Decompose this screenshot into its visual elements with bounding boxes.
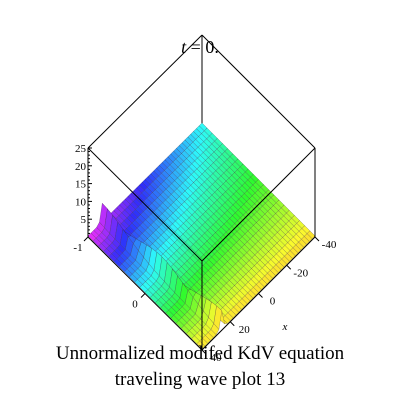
y-tick [83,236,89,242]
axis-tick-labels: 5 10 15 20 25 -40 -20 0 20 40 x -1 0 [73,143,336,364]
x-tick-label: -40 [322,239,337,251]
x-tick [201,349,207,355]
axis-ticks [83,147,320,355]
x-tick-label: 20 [239,324,251,336]
chart-title: t = 0. [181,37,219,57]
x-tick [229,321,235,327]
z-tick-label: 25 [75,143,87,155]
caption-line-2: traveling wave plot 13 [114,369,286,390]
y-tick-label: -1 [73,242,82,254]
x-tick-label: 40 [211,352,223,364]
x-tick [314,236,320,242]
z-tick-label: 20 [75,161,87,173]
z-tick-label: 10 [75,196,87,208]
surface-patch [244,292,254,302]
surface-patch [292,244,302,254]
surface-patch [250,286,259,296]
y-tick [140,293,146,298]
box-edge-top-back-right [201,34,316,149]
box-edge-top-front-left [87,147,203,262]
title-value: = 0. [186,37,219,57]
box-edge-top-front-right [201,147,316,262]
x-axis-label: x [282,321,288,333]
caption-line-1: Unnormalized modifed KdV equation [55,343,345,364]
x-tick-label: -20 [293,267,308,279]
x-tick [258,293,263,298]
x-tick [286,264,292,270]
x-tick-label: 0 [270,296,276,308]
z-tick-label: 15 [75,179,87,191]
title-variable: t [181,37,187,57]
surface-mesh [87,122,316,350]
surface-patch [207,329,217,338]
z-tick-label: 5 [81,214,87,226]
y-tick-label: 0 [132,299,138,311]
box-edge-top-back-left [87,34,203,149]
surface-patch [196,340,206,350]
